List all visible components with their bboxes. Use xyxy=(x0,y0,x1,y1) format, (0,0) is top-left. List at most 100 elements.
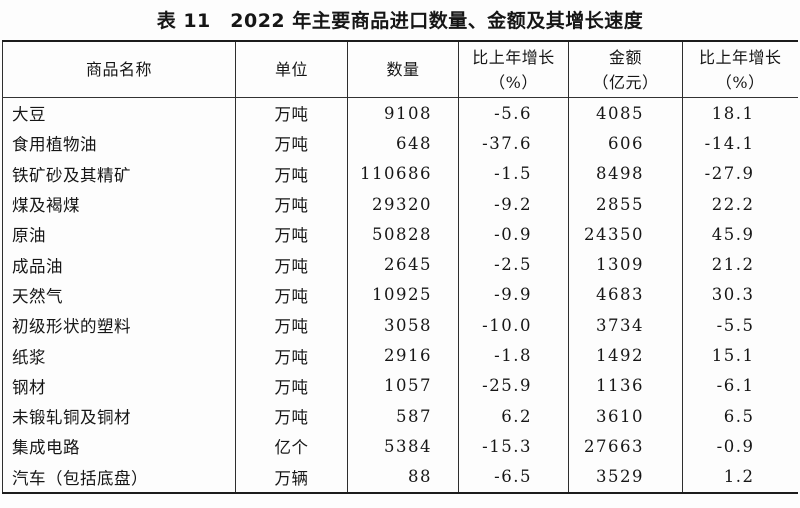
header-label: 单位 xyxy=(274,60,308,79)
table-body: 大豆 万吨 9108 -5.6 4085 18.1 食用植物油 万吨 648 -… xyxy=(3,97,798,493)
table-row: 天然气 万吨 10925 -9.9 4683 30.3 xyxy=(3,279,798,311)
cell-amount-growth: 1.2 xyxy=(682,461,798,493)
cell-quantity-growth: -2.5 xyxy=(458,249,569,280)
cell-amount-growth: 30.3 xyxy=(682,279,798,311)
table-row: 未锻轧铜及铜材 万吨 587 6.2 3610 6.5 xyxy=(3,400,798,432)
import-commodities-table: 商品名称 单位 数量 比上年增长 （%） 金额 （亿元） 比上年增长 xyxy=(2,40,798,494)
cell-quantity-growth: -25.9 xyxy=(458,370,569,401)
cell-commodity-name: 原油 xyxy=(12,226,46,246)
cell-commodity-name: 集成电路 xyxy=(12,438,80,458)
cell-quantity-growth: -15.3 xyxy=(458,431,569,462)
table-row: 煤及褐煤 万吨 29320 -9.2 2855 22.2 xyxy=(3,188,798,220)
cell-quantity-growth: -10.0 xyxy=(458,310,569,341)
cell-commodity-name: 初级形状的塑料 xyxy=(12,317,131,337)
cell-amount: 3529 xyxy=(568,461,683,493)
cell-amount: 4683 xyxy=(568,279,683,311)
cell-commodity-name: 大豆 xyxy=(12,105,46,125)
cell-unit: 万吨 xyxy=(235,310,348,341)
cell-amount-growth: 15.1 xyxy=(682,340,798,371)
cell-unit: 亿个 xyxy=(235,431,348,462)
cell-amount-growth: -27.9 xyxy=(682,158,798,189)
header-sublabel: （%） xyxy=(715,72,765,92)
table-header: 商品名称 单位 数量 比上年增长 （%） 金额 （亿元） 比上年增长 xyxy=(2,41,798,98)
header-quantity-growth: 比上年增长 （%） xyxy=(458,41,569,98)
table-row: 钢材 万吨 1057 -25.9 1136 -6.1 xyxy=(3,370,798,401)
cell-quantity: 587 xyxy=(347,400,459,432)
cell-quantity: 2645 xyxy=(347,249,459,280)
header-label: 比上年增长 xyxy=(698,47,782,67)
cell-amount-growth: -14.1 xyxy=(682,128,798,159)
cell-amount: 4085 xyxy=(568,97,683,129)
cell-amount: 27663 xyxy=(568,431,683,462)
cell-amount: 24350 xyxy=(568,219,683,250)
table-row: 汽车（包括底盘） 万辆 88 -6.5 3529 1.2 xyxy=(3,461,798,493)
header-label: 数量 xyxy=(386,60,420,79)
header-label: 比上年增长 xyxy=(472,47,555,67)
table-row: 铁矿砂及其精矿 万吨 110686 -1.5 8498 -27.9 xyxy=(3,158,798,189)
cell-amount: 2855 xyxy=(568,188,683,220)
cell-commodity-name: 未锻轧铜及铜材 xyxy=(12,408,131,428)
header-quantity: 数量 xyxy=(347,41,459,98)
cell-amount-growth: -0.9 xyxy=(682,431,798,462)
cell-quantity-growth: -1.8 xyxy=(458,340,569,371)
cell-quantity: 648 xyxy=(347,128,459,159)
cell-unit: 万吨 xyxy=(235,158,348,189)
cell-quantity-growth: -0.9 xyxy=(458,219,569,250)
cell-unit: 万吨 xyxy=(235,400,348,432)
header-amount: 金额 （亿元） xyxy=(568,41,683,98)
cell-quantity: 50828 xyxy=(347,219,459,250)
header-unit: 单位 xyxy=(235,41,348,98)
table-row: 集成电路 亿个 5384 -15.3 27663 -0.9 xyxy=(3,431,798,462)
cell-amount-growth: 21.2 xyxy=(682,249,798,280)
table-row: 原油 万吨 50828 -0.9 24350 45.9 xyxy=(3,219,798,250)
table-row: 成品油 万吨 2645 -2.5 1309 21.2 xyxy=(3,249,798,280)
cell-unit: 万吨 xyxy=(235,340,348,371)
cell-quantity-growth: -37.6 xyxy=(458,128,569,159)
cell-quantity-growth: -5.6 xyxy=(458,97,569,129)
cell-commodity-name: 煤及褐煤 xyxy=(12,196,80,216)
cell-quantity-growth: -9.2 xyxy=(458,188,569,220)
cell-commodity-name: 钢材 xyxy=(12,377,46,397)
header-sublabel: （亿元） xyxy=(592,72,659,92)
cell-unit: 万吨 xyxy=(235,188,348,220)
cell-quantity: 88 xyxy=(347,461,459,493)
cell-quantity: 5384 xyxy=(347,431,459,462)
table-row: 初级形状的塑料 万吨 3058 -10.0 3734 -5.5 xyxy=(3,310,798,341)
cell-quantity: 1057 xyxy=(347,370,459,401)
cell-unit: 万吨 xyxy=(235,97,348,129)
cell-quantity-growth: -6.5 xyxy=(458,461,569,493)
cell-amount: 1309 xyxy=(568,249,683,280)
cell-amount-growth: 6.5 xyxy=(682,400,798,432)
cell-unit: 万吨 xyxy=(235,128,348,159)
cell-amount: 3610 xyxy=(568,400,683,432)
header-commodity-name: 商品名称 xyxy=(3,41,236,98)
cell-commodity-name: 纸浆 xyxy=(12,347,46,367)
cell-unit: 万吨 xyxy=(235,279,348,311)
cell-amount-growth: 18.1 xyxy=(682,97,798,129)
cell-amount-growth: -6.1 xyxy=(682,370,798,401)
cell-commodity-name: 铁矿砂及其精矿 xyxy=(12,165,131,185)
cell-quantity: 10925 xyxy=(347,279,459,311)
table-row: 大豆 万吨 9108 -5.6 4085 18.1 xyxy=(3,97,798,129)
cell-amount: 8498 xyxy=(568,158,683,189)
cell-quantity-growth: 6.2 xyxy=(458,400,569,432)
cell-quantity: 2916 xyxy=(347,340,459,371)
table-row: 纸浆 万吨 2916 -1.8 1492 15.1 xyxy=(3,340,798,371)
cell-quantity: 29320 xyxy=(347,188,459,220)
cell-amount-growth: -5.5 xyxy=(682,310,798,341)
cell-amount: 606 xyxy=(568,128,683,159)
header-label: 商品名称 xyxy=(85,60,152,79)
cell-quantity: 110686 xyxy=(347,158,459,189)
table-row: 食用植物油 万吨 648 -37.6 606 -14.1 xyxy=(3,128,798,159)
cell-commodity-name: 食用植物油 xyxy=(12,135,97,155)
header-amount-growth: 比上年增长 （%） xyxy=(682,41,798,98)
cell-amount: 1136 xyxy=(568,370,683,401)
cell-commodity-name: 天然气 xyxy=(12,286,63,306)
cell-amount-growth: 45.9 xyxy=(682,219,798,250)
cell-unit: 万吨 xyxy=(235,249,348,280)
header-label: 金额 xyxy=(608,47,642,67)
cell-unit: 万辆 xyxy=(235,461,348,493)
cell-commodity-name: 汽车（包括底盘） xyxy=(12,468,148,488)
cell-amount: 3734 xyxy=(568,310,683,341)
